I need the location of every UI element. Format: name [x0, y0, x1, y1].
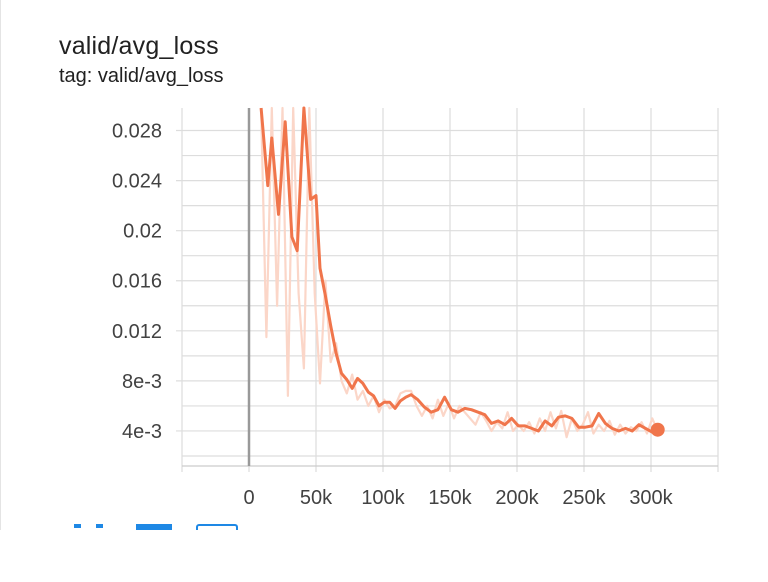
y-tick-label: 4e-3 [122, 421, 162, 443]
grid-lines [176, 108, 719, 472]
x-tick-label: 200k [495, 487, 539, 509]
y-tick-labels: 4e-3 8e-3 0.012 0.016 0.02 0.024 0.028 [112, 121, 162, 443]
smoothed-series-line [259, 106, 659, 434]
y-tick-label: 0.016 [112, 271, 162, 293]
x-tick-label: 50k [300, 487, 333, 509]
loss-chart[interactable]: 4e-3 8e-3 0.012 0.016 0.02 0.024 0.028 0 50k 100… [0, 0, 768, 530]
x-tick-label: 0 [243, 487, 254, 509]
axes [182, 108, 718, 467]
x-tick-label: 300k [629, 487, 673, 509]
fit-domain-icon[interactable] [74, 524, 106, 530]
chart-toolbar [0, 530, 768, 582]
x-tick-labels: 0 50k 100k 150k 200k 250k 300k [243, 487, 673, 509]
y-tick-label: 0.012 [112, 321, 162, 343]
y-tick-label: 0.028 [112, 121, 162, 143]
y-tick-label: 8e-3 [122, 371, 162, 393]
show-data-icon[interactable] [136, 524, 172, 530]
chart-title: valid/avg_loss [59, 32, 219, 60]
smoothed-series [259, 106, 665, 437]
last-point-marker [650, 422, 665, 437]
log-scale-icon[interactable] [196, 524, 238, 530]
y-tick-label: 0.024 [112, 171, 162, 193]
y-tick-label: 0.02 [123, 221, 162, 243]
chart-card: valid/avg_loss tag: valid/avg_loss [0, 0, 224, 530]
x-tick-label: 150k [428, 487, 472, 509]
x-tick-label: 100k [361, 487, 405, 509]
chart-tag-subtitle: tag: valid/avg_loss [59, 65, 224, 87]
x-tick-label: 250k [562, 487, 606, 509]
